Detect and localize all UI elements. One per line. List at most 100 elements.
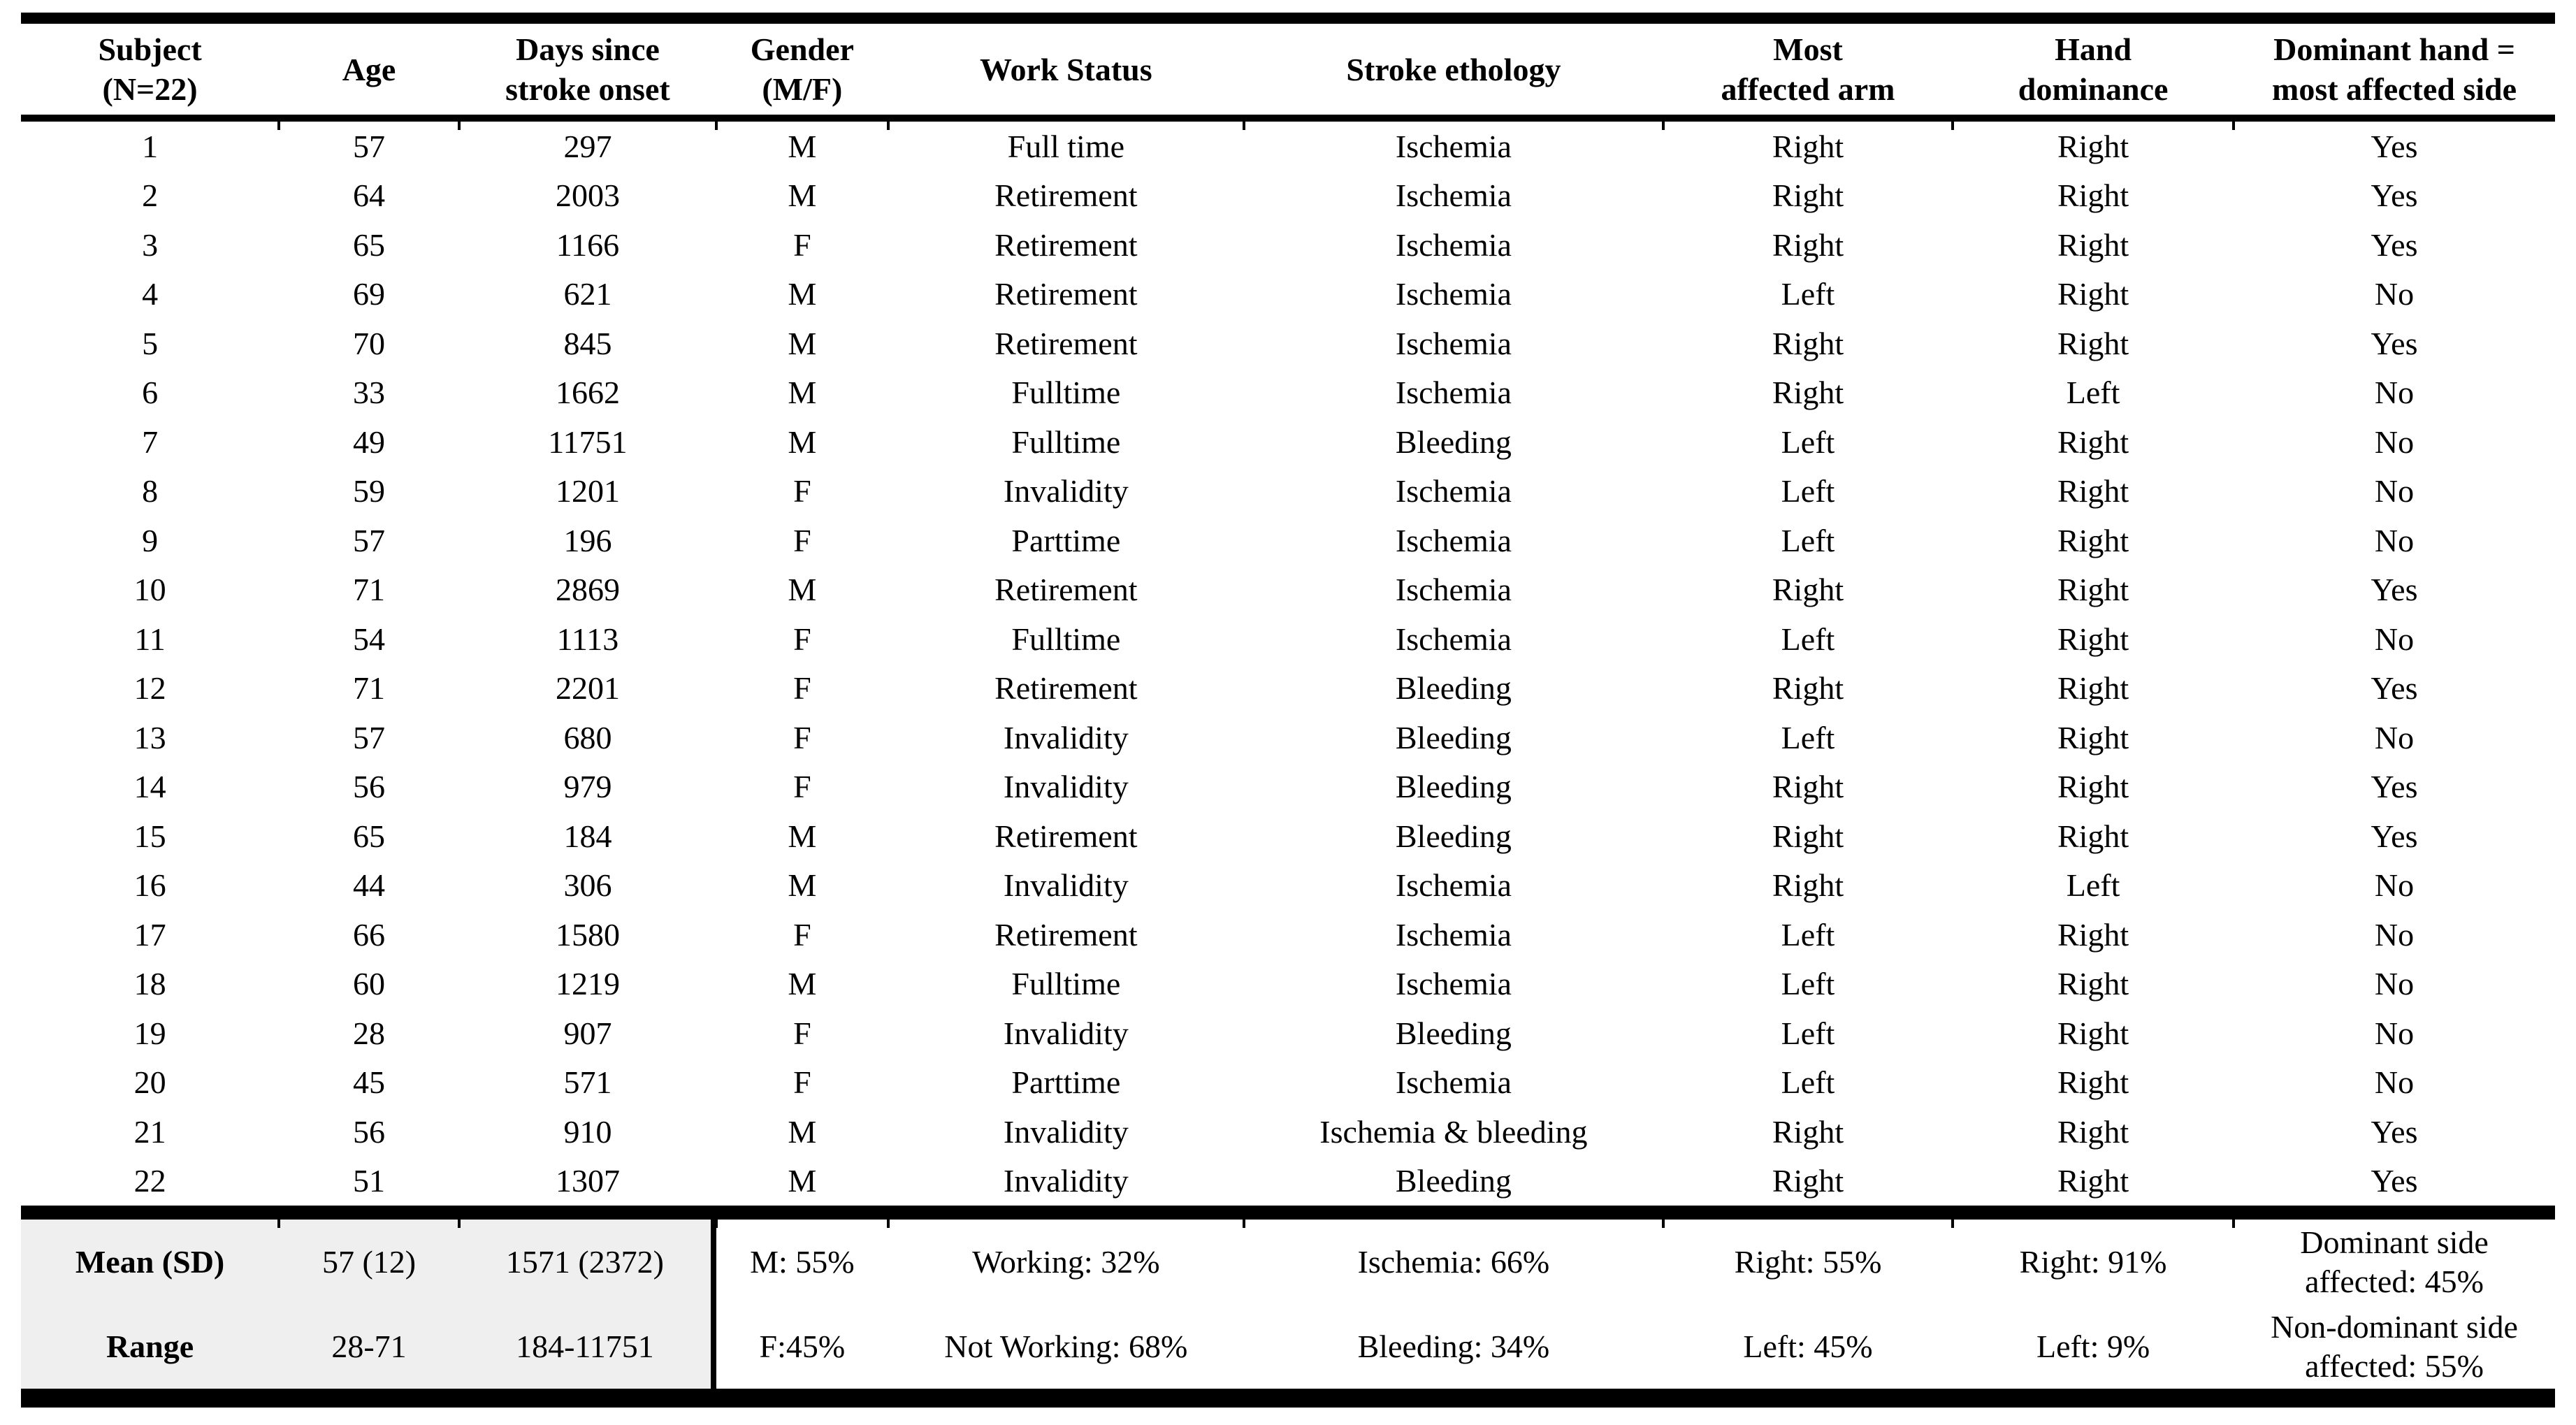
cell-gender: F bbox=[793, 621, 811, 657]
cell-hand: Right bbox=[2057, 769, 2129, 805]
cell-age: 64 bbox=[353, 178, 386, 214]
cell-arm: Right bbox=[1772, 375, 1844, 411]
cell-arm: Left bbox=[1781, 916, 1835, 953]
table-row: 3 65 1166 F Retirement Ischemia Right Right Yes bbox=[21, 220, 2555, 270]
cell-age: 65 bbox=[353, 226, 386, 263]
summary-cell-arm: Right: 55% bbox=[1734, 1243, 1882, 1280]
cell-gender: M bbox=[788, 572, 817, 608]
cell-days: 680 bbox=[563, 719, 612, 755]
cell-subject: 8 bbox=[142, 473, 159, 509]
cell-days: 11751 bbox=[548, 424, 628, 460]
cell-hand: Right bbox=[2057, 670, 2129, 707]
cell-work: Retirement bbox=[994, 572, 1138, 608]
cell-hand: Right bbox=[2057, 1163, 2129, 1199]
cell-gender: M bbox=[788, 375, 817, 411]
cell-hand: Right bbox=[2057, 1113, 2129, 1150]
header-cell-hand: Hand dominance bbox=[2018, 31, 2169, 107]
cell-days: 2869 bbox=[555, 572, 620, 608]
cell-subject: 21 bbox=[133, 1113, 166, 1150]
cell-work: Retirement bbox=[994, 276, 1138, 312]
column-boundary-tick bbox=[2232, 122, 2236, 130]
cell-arm: Right bbox=[1772, 867, 1844, 904]
table-row: 20 45 571 F Parttime Ischemia Left Right No bbox=[21, 1058, 2555, 1108]
table-row: 22 51 1307 M Invalidity Bleeding Right Right Yes bbox=[21, 1157, 2555, 1206]
table-row: 8 59 1201 F Invalidity Ischemia Left Right No bbox=[21, 467, 2555, 516]
table-row: 2 64 2003 M Retirement Ischemia Right Right Yes bbox=[21, 171, 2555, 221]
cell-age: 49 bbox=[353, 424, 386, 460]
cell-hand: Right bbox=[2057, 473, 2129, 509]
cell-subject: 13 bbox=[133, 719, 166, 755]
cell-hand: Right bbox=[2057, 1064, 2129, 1101]
cell-age: 71 bbox=[353, 670, 386, 707]
table-row: 17 66 1580 F Retirement Ischemia Left Right No bbox=[21, 910, 2555, 960]
cell-arm: Right bbox=[1772, 325, 1844, 361]
cell-arm: Left bbox=[1781, 276, 1835, 312]
cell-days: 297 bbox=[563, 128, 612, 164]
cell-hand: Right bbox=[2057, 128, 2129, 164]
cell-gender: M bbox=[788, 325, 817, 361]
summary-cell-etiology: Bleeding: 34% bbox=[1357, 1328, 1550, 1364]
cell-subject: 20 bbox=[133, 1064, 166, 1101]
table-row: 21 56 910 M Invalidity Ischemia & bleeding Rig… bbox=[21, 1107, 2555, 1157]
cell-gender: M bbox=[788, 178, 817, 214]
cell-dominant: Yes bbox=[2371, 769, 2418, 805]
cell-subject: 2 bbox=[142, 178, 159, 214]
cell-subject: 12 bbox=[133, 670, 166, 707]
cell-hand: Right bbox=[2057, 522, 2129, 558]
cell-gender: M bbox=[788, 966, 817, 1002]
cell-age: 54 bbox=[353, 621, 386, 657]
cell-etiology: Ischemia bbox=[1395, 572, 1512, 608]
cell-etiology: Bleeding bbox=[1395, 1015, 1512, 1051]
cell-etiology: Ischemia bbox=[1395, 916, 1512, 953]
cell-days: 2201 bbox=[555, 670, 620, 707]
cell-work: Invalidity bbox=[1003, 719, 1129, 755]
cell-days: 1580 bbox=[555, 916, 620, 953]
cell-dominant: No bbox=[2374, 621, 2415, 657]
cell-subject: 22 bbox=[133, 1163, 166, 1199]
column-boundary-tick bbox=[1951, 1220, 1955, 1228]
cell-age: 65 bbox=[353, 818, 386, 854]
table-row: 19 28 907 F Invalidity Bleeding Left Right No bbox=[21, 1008, 2555, 1058]
subjects-demographics-table: Subject (N=22) Age Days since stroke onset… bbox=[21, 13, 2555, 1408]
cell-etiology: Bleeding bbox=[1395, 818, 1512, 854]
cell-arm: Left bbox=[1781, 473, 1835, 509]
table-row: 10 71 2869 M Retirement Ischemia Right Right Yes bbox=[21, 565, 2555, 615]
summary-cell-age: 57 (12) bbox=[279, 1220, 459, 1304]
cell-work: Full time bbox=[1007, 128, 1125, 164]
cell-gender: M bbox=[788, 1163, 817, 1199]
header-cell-dominant: Dominant hand = most affected side bbox=[2272, 31, 2517, 107]
cell-subject: 18 bbox=[133, 966, 166, 1002]
cell-hand: Right bbox=[2057, 719, 2129, 755]
cell-gender: F bbox=[793, 719, 811, 755]
cell-age: 33 bbox=[353, 375, 386, 411]
cell-arm: Right bbox=[1772, 1113, 1844, 1150]
header-cell-days: Days since stroke onset bbox=[505, 31, 670, 107]
cell-gender: F bbox=[793, 1064, 811, 1101]
cell-gender: F bbox=[793, 226, 811, 263]
cell-work: Retirement bbox=[994, 670, 1138, 707]
cell-age: 51 bbox=[353, 1163, 386, 1199]
cell-arm: Left bbox=[1781, 522, 1835, 558]
cell-arm: Right bbox=[1772, 1163, 1844, 1199]
cell-hand: Right bbox=[2057, 621, 2129, 657]
column-boundary-tick bbox=[1662, 122, 1665, 130]
cell-dominant: No bbox=[2374, 966, 2415, 1002]
cell-dominant: No bbox=[2374, 375, 2415, 411]
cell-dominant: Yes bbox=[2371, 818, 2418, 854]
cell-dominant: No bbox=[2374, 916, 2415, 953]
cell-gender: F bbox=[793, 1015, 811, 1051]
table-bottom-rule bbox=[21, 1389, 2555, 1408]
column-boundary-tick bbox=[277, 1220, 281, 1228]
column-boundary-tick bbox=[1662, 1220, 1665, 1228]
cell-days: 2003 bbox=[555, 178, 620, 214]
cell-dominant: No bbox=[2374, 719, 2415, 755]
cell-days: 196 bbox=[563, 522, 612, 558]
cell-work: Retirement bbox=[994, 818, 1138, 854]
summary-cell-work: Not Working: 68% bbox=[944, 1328, 1188, 1364]
cell-work: Retirement bbox=[994, 178, 1138, 214]
cell-hand: Right bbox=[2057, 818, 2129, 854]
cell-etiology: Bleeding bbox=[1395, 424, 1512, 460]
header-cell-gender: Gender (M/F) bbox=[750, 31, 854, 107]
cell-subject: 19 bbox=[133, 1015, 166, 1051]
table-summary: Mean (SD) 57 (12) 1571 (2372) M: 55% Working… bbox=[21, 1220, 2555, 1389]
